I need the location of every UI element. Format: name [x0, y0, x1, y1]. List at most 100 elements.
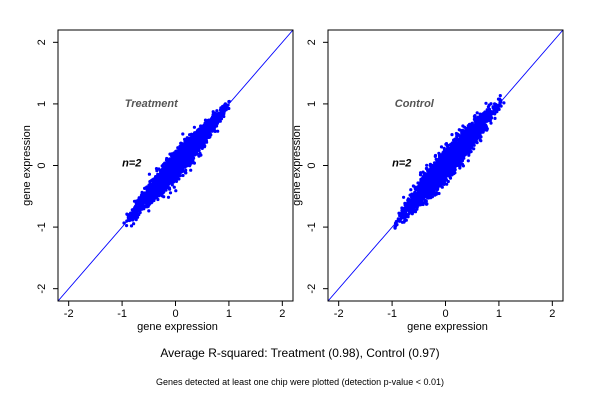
scatter-point — [189, 168, 193, 172]
x-tick-label: 2 — [279, 308, 285, 320]
scatter-point — [213, 121, 217, 125]
scatter-point — [178, 165, 182, 169]
scatter-point — [216, 129, 220, 133]
scatter-point — [147, 172, 151, 176]
scatter-point — [200, 125, 204, 129]
scatter-point — [132, 199, 137, 203]
scatter-point — [166, 195, 171, 199]
scatter-point — [224, 108, 228, 112]
scatter-point — [181, 173, 185, 178]
scatter-point — [203, 132, 207, 136]
scatter-point — [143, 186, 147, 190]
scatter-point — [498, 94, 502, 98]
scatter-point — [215, 112, 219, 116]
scatter-point — [204, 138, 208, 142]
scatter-point — [152, 185, 156, 189]
scatter-point — [222, 114, 226, 119]
scatter-point — [445, 182, 449, 186]
scatter-point — [409, 188, 413, 192]
scatter-point — [484, 101, 488, 105]
scatter-points — [122, 99, 231, 228]
y-tick-label: -1 — [36, 222, 48, 232]
scatter-point — [150, 185, 154, 190]
x-tick-label: 1 — [226, 308, 232, 320]
scatter-point — [194, 137, 198, 141]
scatter-point — [160, 187, 165, 191]
scatter-point — [156, 197, 160, 202]
scatter-point — [223, 102, 227, 106]
scatter-point — [219, 109, 223, 113]
scatter-point — [165, 163, 169, 167]
scatter-point — [206, 125, 210, 129]
scatter-point — [178, 174, 182, 178]
scatter-point — [213, 129, 217, 133]
scatter-point — [192, 125, 196, 129]
sample-count-label: n=2 — [122, 158, 141, 170]
y-axis-label: gene expression — [21, 125, 33, 206]
scatter-point — [162, 190, 166, 194]
scatter-point — [147, 209, 151, 213]
scatter-point — [160, 164, 164, 168]
scatter-point — [176, 151, 180, 155]
scatter-point — [175, 153, 179, 157]
scatter-point — [180, 143, 184, 147]
scatter-point — [175, 164, 180, 169]
scatter-point — [183, 165, 187, 169]
x-tick-label: 0 — [172, 308, 178, 320]
scatter-point — [170, 162, 174, 166]
scatter-point — [168, 152, 172, 156]
scatter-point — [199, 153, 203, 157]
scatter-point — [450, 133, 454, 137]
scatter-point — [182, 150, 187, 154]
scatter-point — [187, 141, 191, 145]
x-tick-label: -1 — [117, 308, 127, 320]
scatter-point — [176, 170, 180, 174]
scatter-point — [142, 195, 146, 199]
scatter-point — [200, 128, 204, 132]
scatter-point — [202, 145, 207, 149]
scatter-point — [450, 173, 454, 177]
scatter-point — [129, 224, 134, 228]
scatter-point — [171, 180, 175, 184]
scatter-point — [168, 176, 172, 180]
scatter-point — [201, 138, 205, 142]
scatter-point — [174, 189, 178, 193]
scatter-point — [196, 128, 200, 132]
scatter-point — [156, 177, 160, 181]
scatter-point — [184, 171, 188, 175]
scatter-point — [162, 195, 166, 199]
scatter-point — [192, 161, 196, 165]
scatter-point — [190, 155, 194, 159]
scatter-point — [134, 218, 138, 222]
scatter-point — [133, 215, 137, 219]
scatter-point — [461, 128, 465, 132]
scatter-point — [219, 117, 224, 121]
scatter-point — [142, 207, 146, 211]
x-tick-label: -2 — [64, 308, 74, 320]
scatter-point — [188, 133, 192, 137]
scatter-point — [152, 177, 156, 182]
scatter-point — [193, 151, 197, 155]
scatter-point — [461, 124, 465, 128]
scatter-point — [188, 163, 192, 167]
scatter-point — [215, 109, 219, 113]
scatter-point — [125, 224, 129, 228]
scatter-point — [173, 176, 178, 180]
scatter-point — [176, 156, 180, 160]
scatter-point — [138, 207, 142, 211]
y-tick-label: 2 — [36, 39, 48, 45]
scatter-point — [186, 146, 190, 150]
scatter-points — [393, 94, 506, 230]
scatter-point — [169, 172, 173, 176]
scatter-point — [201, 135, 205, 139]
scatter-point — [133, 206, 137, 210]
identity-line — [58, 30, 293, 301]
scatter-point — [472, 114, 476, 119]
scatter-point — [197, 133, 201, 138]
scatter-point — [161, 173, 165, 177]
scatter-point — [143, 193, 147, 197]
scatter-point — [181, 132, 185, 136]
scatter-point — [147, 200, 151, 204]
